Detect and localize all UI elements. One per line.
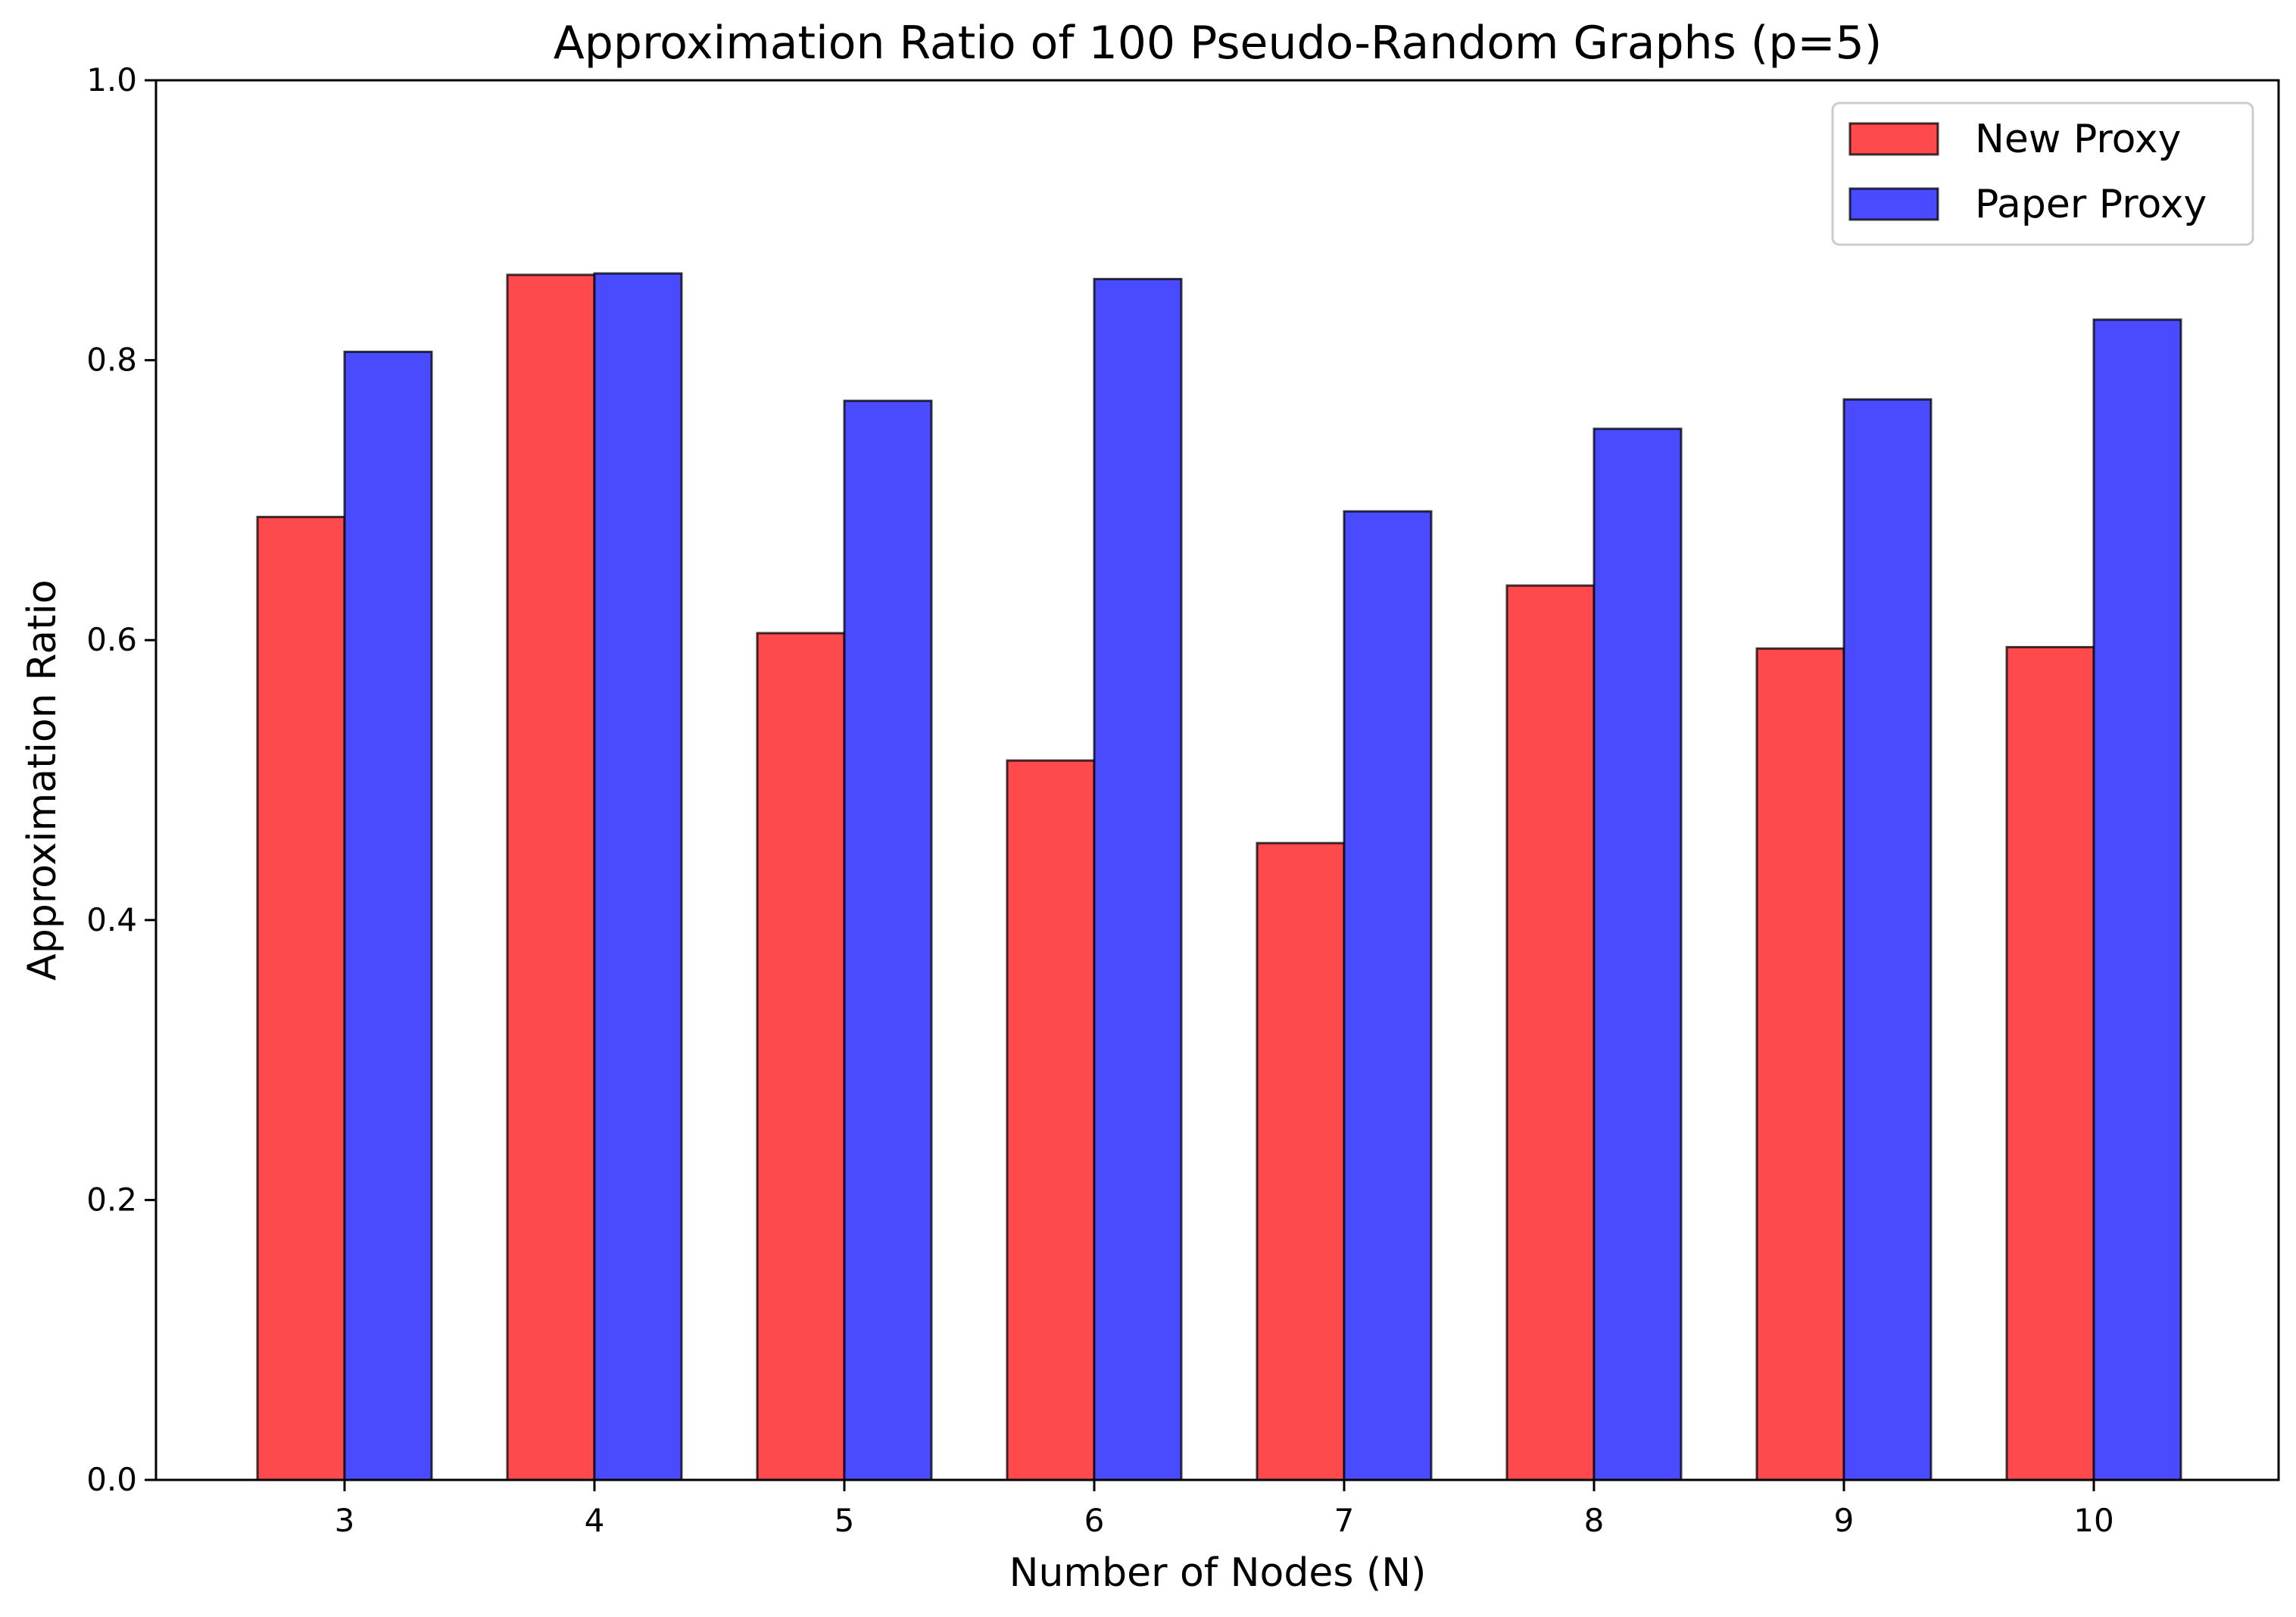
bars-group [256, 272, 2182, 1481]
bar-new-proxy-3 [256, 516, 346, 1481]
bar-new-proxy-10 [2005, 645, 2095, 1481]
y-axis-label: Approximation Ratio [20, 579, 65, 980]
x-tick-label: 6 [1084, 1502, 1105, 1539]
y-tick-label: 0.6 [86, 621, 137, 658]
plot-frame [154, 79, 2280, 1481]
bar-new-proxy-7 [1256, 841, 1346, 1481]
x-tick-label: 5 [834, 1502, 855, 1539]
x-tick-label: 8 [1584, 1502, 1605, 1539]
bar-paper-proxy-7 [1343, 510, 1433, 1481]
bar-paper-proxy-9 [1842, 398, 1933, 1481]
bar-paper-proxy-4 [593, 272, 683, 1481]
x-tick-label: 9 [1834, 1502, 1855, 1539]
x-tick-label: 10 [2073, 1502, 2114, 1539]
x-axis: 3 4 5 6 7 8 9 10 [335, 1480, 2114, 1539]
legend-label-paper-proxy: Paper Proxy [1975, 182, 2207, 227]
x-tick-label: 4 [585, 1502, 605, 1539]
legend-label-new-proxy: New Proxy [1975, 117, 2181, 162]
y-tick-label: 0.2 [86, 1181, 137, 1218]
y-axis: 0.0 0.2 0.4 0.6 0.8 1.0 [86, 61, 156, 1498]
bar-paper-proxy-5 [843, 399, 933, 1481]
y-tick-label: 0.8 [86, 342, 137, 379]
bar-paper-proxy-3 [343, 351, 433, 1481]
bar-paper-proxy-6 [1093, 277, 1183, 1481]
chart-title: Approximation Ratio of 100 Pseudo-Random… [554, 17, 1883, 70]
legend-swatch-paper-proxy [1848, 187, 1939, 221]
bar-new-proxy-8 [1505, 584, 1596, 1481]
legend: New Proxy Paper Proxy [1831, 101, 2254, 246]
y-tick-label: 0.0 [86, 1461, 137, 1498]
x-axis-label: Number of Nodes (N) [1009, 1550, 1427, 1596]
x-tick-label: 3 [335, 1502, 355, 1539]
x-tick-label: 7 [1334, 1502, 1355, 1539]
bar-new-proxy-5 [756, 632, 846, 1481]
legend-swatch-new-proxy [1848, 122, 1939, 156]
bar-paper-proxy-8 [1593, 427, 1683, 1481]
y-tick-label: 1.0 [86, 61, 137, 98]
bar-new-proxy-9 [1755, 647, 1845, 1481]
bar-new-proxy-4 [506, 273, 596, 1481]
bar-new-proxy-6 [1006, 759, 1096, 1481]
y-tick-label: 0.4 [86, 901, 137, 938]
bar-paper-proxy-10 [2092, 318, 2182, 1481]
